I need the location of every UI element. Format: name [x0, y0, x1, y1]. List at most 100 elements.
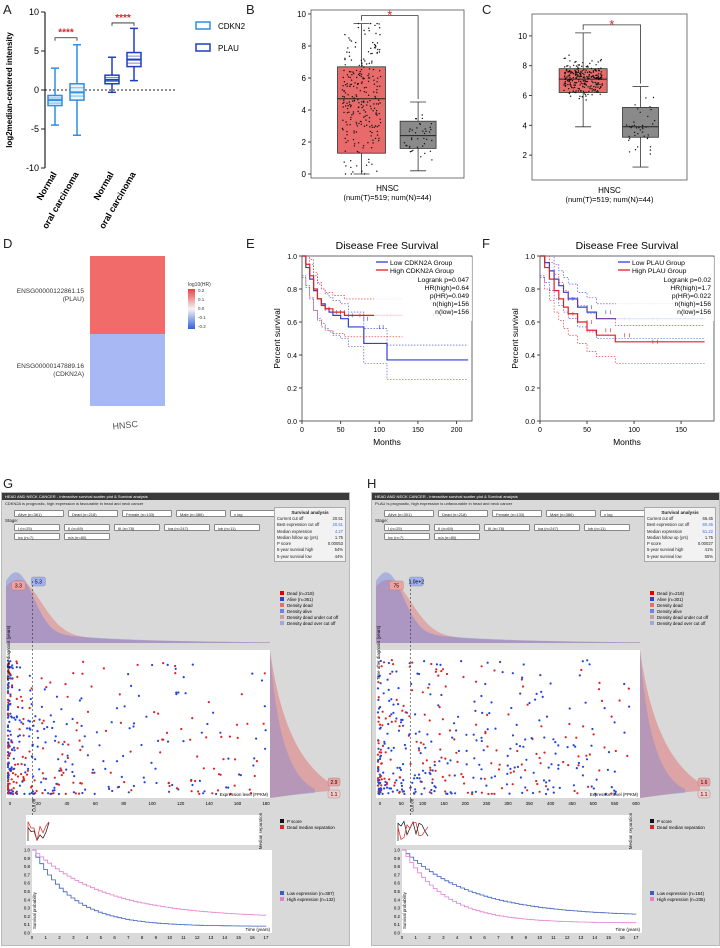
data-point [367, 142, 369, 144]
dead-point [161, 738, 164, 741]
alive-point [6, 716, 10, 719]
data-point [344, 33, 346, 36]
alive-point [264, 729, 267, 732]
row-label: ENSG00000122861.15 [17, 288, 85, 295]
alive-point [397, 729, 401, 732]
legend-label: Low CDKN2A Group [390, 260, 453, 267]
filter-button[interactable]: Male (n=386) [546, 510, 596, 517]
stage-button[interactable]: n/a (n=80) [434, 533, 480, 540]
data-point [367, 77, 370, 79]
stage-button[interactable]: ivb (n=11) [584, 524, 630, 531]
alive-point [509, 747, 512, 750]
alive-point [510, 706, 513, 710]
data-point [363, 91, 365, 93]
data-point [353, 85, 355, 88]
chart-e-survival: Disease Free Survival0.00.20.40.60.81.00… [272, 240, 473, 447]
alive-point [6, 776, 10, 779]
data-point [577, 71, 580, 74]
data-point [373, 103, 375, 105]
right-badge-text: 1.1 [701, 792, 708, 798]
stage-button[interactable]: ivc (n=7) [384, 533, 430, 540]
stage-button[interactable]: I (n=25) [14, 524, 60, 531]
data-point [377, 103, 380, 105]
filter-button[interactable]: Alive (n=361) [14, 510, 64, 517]
data-point [423, 143, 426, 145]
data-point [429, 150, 432, 152]
km-xtick: 0 [31, 935, 34, 940]
data-point [563, 82, 566, 85]
alive-point [6, 675, 10, 678]
data-point [597, 86, 599, 88]
data-point [360, 73, 363, 76]
filter-button[interactable]: Dead (n=218) [68, 510, 118, 517]
dead-point [207, 701, 210, 704]
stage-button[interactable]: I (n=25) [384, 524, 430, 531]
data-point [578, 76, 580, 78]
data-point [366, 124, 368, 126]
data-point [359, 70, 361, 73]
dead-point [535, 752, 538, 755]
stage-button[interactable]: ivb (n=11) [214, 524, 260, 531]
dead-point [7, 745, 10, 748]
y-tick-label: 8 [302, 42, 307, 51]
data-point [585, 66, 588, 68]
km-ytick: 0.7 [24, 872, 31, 877]
y-tick-label: 1.0 [525, 254, 535, 261]
stage-button[interactable]: ivc (n=7) [14, 533, 60, 540]
scatter-xtick: 120 [177, 801, 185, 806]
data-point [376, 42, 379, 44]
alive-point [11, 667, 14, 670]
data-point [585, 83, 587, 86]
stage-button[interactable]: iva (n=247) [164, 524, 210, 531]
stage-button[interactable]: n/a (n=80) [64, 533, 110, 540]
alive-point [414, 732, 417, 735]
stage-button[interactable]: III (n=78) [114, 524, 160, 531]
alive-point [127, 673, 130, 676]
scatter-xtick: 200 [462, 801, 470, 806]
alive-point [552, 738, 555, 741]
alive-point [383, 787, 386, 790]
alive-point [6, 659, 10, 662]
alive-point [104, 767, 107, 770]
km-xtick: 9 [525, 935, 528, 940]
data-point [579, 95, 581, 98]
filter-button[interactable]: Female (n=133) [492, 510, 542, 517]
alive-point [542, 779, 546, 782]
data-point [581, 65, 583, 68]
dead-point [378, 723, 382, 726]
filter-button[interactable]: Dead (n=218) [438, 510, 488, 517]
km-legend-label: Low expression (n=387) [287, 891, 335, 896]
stage-button[interactable]: II (n=69) [434, 524, 480, 531]
data-point [584, 71, 586, 73]
stage-button[interactable]: III (n=78) [484, 524, 530, 531]
filter-button[interactable]: Male (n=386) [176, 510, 226, 517]
data-point [575, 72, 577, 74]
dead-point [486, 713, 489, 716]
stats-label: Median expression [647, 528, 683, 534]
right-badge-text: 2.9 [331, 780, 338, 786]
km-legend-label: High expression (n=335) [657, 897, 705, 902]
data-point [373, 126, 375, 128]
data-point [594, 88, 596, 91]
stats-row: Median expression 4.27 [277, 529, 343, 535]
alive-point [61, 743, 64, 746]
legend-swatch [650, 591, 654, 595]
filter-button[interactable]: Alive (n=301) [384, 510, 434, 517]
stage-button[interactable]: iva (n=247) [534, 524, 580, 531]
data-point [355, 121, 357, 124]
colorbar-tick: -0.2 [198, 324, 206, 329]
stage-button[interactable]: II (n=69) [64, 524, 110, 531]
filter-button[interactable]: Female (n=133) [122, 510, 172, 517]
data-point [343, 90, 345, 92]
data-point [568, 80, 570, 83]
scatter-xtick: 0 [379, 801, 382, 806]
alive-point [457, 715, 460, 718]
alive-point [398, 766, 401, 769]
km-xtick: 0 [401, 935, 404, 940]
data-point [379, 118, 381, 120]
data-point [595, 64, 597, 66]
data-point [347, 76, 350, 78]
scatter-bg [6, 650, 270, 798]
data-point [583, 73, 585, 76]
data-point [416, 146, 419, 148]
